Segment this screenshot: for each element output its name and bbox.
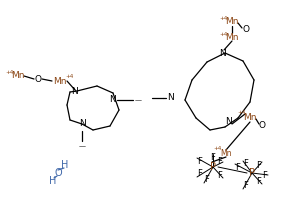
Text: P: P [210, 162, 216, 172]
Text: O: O [54, 168, 62, 178]
Text: +4: +4 [238, 110, 246, 116]
Text: Mn: Mn [53, 77, 67, 85]
Text: +4: +4 [65, 74, 73, 80]
Text: O: O [35, 74, 42, 84]
Text: +4: +4 [220, 17, 228, 21]
Text: Mn: Mn [11, 71, 25, 81]
Text: Mn: Mn [243, 113, 257, 121]
Text: N: N [110, 95, 116, 105]
Text: P: P [249, 168, 255, 178]
Text: N: N [78, 120, 85, 128]
Text: Mn: Mn [220, 148, 232, 158]
Text: F: F [235, 163, 241, 172]
Text: F: F [257, 160, 261, 170]
Text: F: F [211, 152, 215, 162]
Text: +4: +4 [214, 146, 222, 152]
Text: F: F [198, 170, 202, 179]
Text: N: N [219, 49, 225, 57]
Text: Mn: Mn [225, 18, 239, 26]
Text: F: F [198, 156, 202, 166]
Text: F: F [218, 158, 222, 166]
Text: F: F [218, 170, 222, 180]
Text: +4: +4 [220, 32, 228, 36]
Text: —: — [135, 97, 142, 103]
Text: N: N [71, 86, 77, 95]
Text: —: — [78, 143, 85, 149]
Text: F: F [244, 159, 248, 169]
Text: F: F [244, 181, 248, 191]
Text: Mn: Mn [225, 32, 239, 42]
Text: F: F [205, 176, 209, 184]
Text: F: F [263, 170, 268, 180]
Text: O: O [242, 25, 249, 35]
Text: O: O [258, 121, 265, 131]
Text: H: H [61, 160, 69, 170]
Text: H: H [49, 176, 57, 186]
Text: +4: +4 [6, 71, 14, 75]
Text: N: N [167, 93, 173, 102]
Text: F: F [257, 177, 261, 186]
Text: N: N [225, 117, 231, 127]
